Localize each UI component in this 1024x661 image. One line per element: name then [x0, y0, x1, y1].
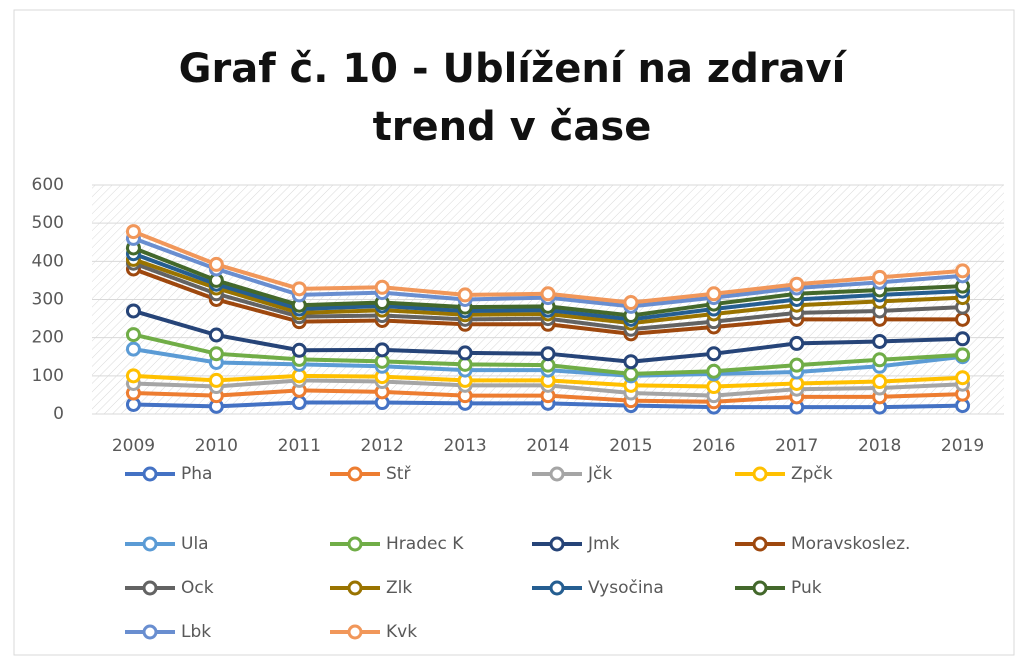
point — [872, 333, 888, 349]
point — [457, 287, 473, 303]
point — [789, 357, 805, 373]
point — [125, 368, 141, 384]
legend-label: Lbk — [181, 622, 211, 642]
legend-marker — [549, 580, 565, 596]
point — [125, 327, 141, 343]
x-tick-label: 2009 — [112, 436, 155, 456]
x-tick-label: 2015 — [609, 436, 652, 456]
y-tick-label: 300 — [32, 290, 64, 310]
x-tick-label: 2016 — [692, 436, 735, 456]
point — [955, 263, 971, 279]
point — [955, 311, 971, 327]
legend-label: Jmk — [587, 534, 620, 554]
legend-label: Kvk — [386, 622, 417, 642]
legend-label: Pha — [181, 464, 212, 484]
legend-marker — [752, 580, 768, 596]
legend-marker — [142, 580, 158, 596]
x-tick-label: 2013 — [443, 436, 486, 456]
legend-marker — [142, 466, 158, 482]
point — [208, 327, 224, 343]
y-tick-label: 100 — [32, 366, 64, 386]
y-tick-label: 0 — [53, 404, 64, 424]
y-tick-label: 200 — [32, 328, 64, 348]
point — [706, 363, 722, 379]
point — [955, 331, 971, 347]
point — [457, 345, 473, 361]
point — [540, 286, 556, 302]
x-tick-label: 2010 — [195, 436, 238, 456]
legend-marker — [347, 580, 363, 596]
chart-title: Graf č. 10 - Ublížení na zdraví trend v … — [178, 46, 846, 150]
x-tick-label: 2019 — [941, 436, 984, 456]
point — [872, 269, 888, 285]
point — [955, 347, 971, 363]
legend-label: Jčk — [587, 464, 612, 484]
point — [623, 366, 639, 382]
legend-label: Puk — [791, 578, 822, 598]
point — [291, 281, 307, 297]
point — [706, 286, 722, 302]
legend-label: Stř — [386, 464, 411, 484]
point — [789, 276, 805, 292]
point — [540, 346, 556, 362]
x-tick-label: 2014 — [526, 436, 569, 456]
legend-marker — [347, 466, 363, 482]
point — [789, 335, 805, 351]
legend-label: Vysočina — [588, 578, 664, 598]
point — [125, 224, 141, 240]
point — [623, 295, 639, 311]
point — [706, 379, 722, 395]
legend-marker — [142, 624, 158, 640]
legend-label: Ula — [181, 534, 209, 554]
x-tick-label: 2018 — [858, 436, 901, 456]
y-tick-label: 400 — [32, 251, 64, 271]
point — [955, 370, 971, 386]
point — [208, 256, 224, 272]
point — [291, 395, 307, 411]
legend-label: Hradec K — [386, 534, 464, 554]
point — [208, 372, 224, 388]
point — [872, 374, 888, 390]
legend-label: Moravskoslez. — [791, 534, 910, 554]
x-tick-label: 2012 — [361, 436, 404, 456]
y-tick-label: 600 — [32, 175, 64, 195]
x-tick-label: 2017 — [775, 436, 818, 456]
point — [208, 346, 224, 362]
point — [374, 279, 390, 295]
point — [706, 346, 722, 362]
legend-label: Zpčk — [791, 464, 833, 484]
legend-marker — [549, 536, 565, 552]
legend-marker — [752, 466, 768, 482]
legend-marker — [752, 536, 768, 552]
point — [125, 303, 141, 319]
x-tick-label: 2011 — [278, 436, 321, 456]
point — [125, 341, 141, 357]
chart-border — [13, 9, 1015, 656]
legend-label: Zlk — [386, 578, 412, 598]
legend-marker — [347, 624, 363, 640]
legend-marker — [347, 536, 363, 552]
point — [374, 342, 390, 358]
point — [872, 352, 888, 368]
legend-marker — [142, 536, 158, 552]
legend-marker — [549, 466, 565, 482]
point — [291, 342, 307, 358]
y-tick-label: 500 — [32, 213, 64, 233]
point — [623, 354, 639, 370]
legend-label: Ock — [181, 578, 214, 598]
